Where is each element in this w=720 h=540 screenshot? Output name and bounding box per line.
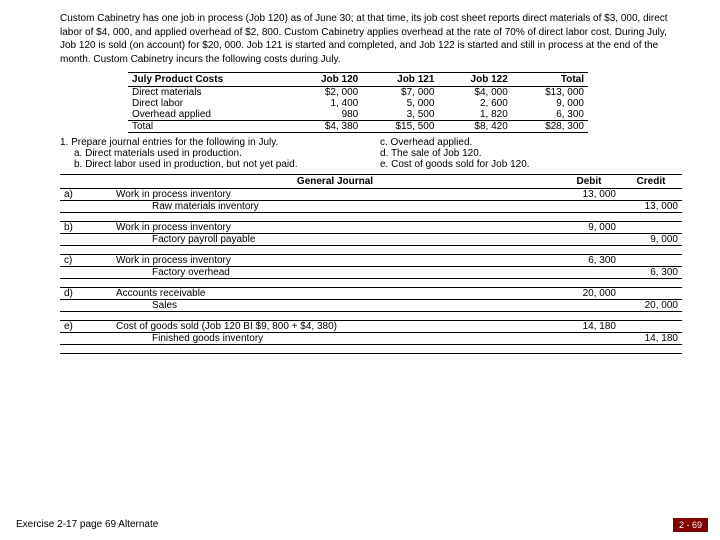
q-a: a. Direct materials used in production.	[60, 148, 360, 159]
je-credit-desc: Finished goods inventory	[112, 333, 558, 345]
question-block: 1. Prepare journal entries for the follo…	[60, 137, 682, 170]
costs-cell: 3, 500	[362, 109, 438, 121]
costs-row-label: Direct materials	[128, 87, 289, 99]
je-blank	[620, 222, 682, 234]
je-credit-desc: Sales	[112, 300, 558, 312]
je-id: b)	[60, 222, 112, 234]
je-blank	[620, 255, 682, 267]
je-debit-desc: Work in process inventory	[112, 222, 558, 234]
je-blank	[558, 267, 620, 279]
je-id: c)	[60, 255, 112, 267]
je-credit-desc: Raw materials inventory	[112, 201, 558, 213]
je-debit-desc: Accounts receivable	[112, 288, 558, 300]
costs-row-label: Direct labor	[128, 98, 289, 109]
costs-h4: Total	[512, 73, 588, 87]
je-debit-amt: 9, 000	[558, 222, 620, 234]
je-blank	[558, 201, 620, 213]
q-main: 1. Prepare journal entries for the follo…	[60, 137, 360, 148]
je-credit-amt: 14, 180	[620, 333, 682, 345]
jh-debit: Debit	[558, 175, 620, 189]
je-credit-desc: Factory overhead	[112, 267, 558, 279]
je-blank	[620, 189, 682, 201]
je-blank	[60, 201, 112, 213]
costs-cell: 5, 000	[362, 98, 438, 109]
je-id: e)	[60, 321, 112, 333]
costs-h1: Job 120	[289, 73, 362, 87]
je-blank	[60, 333, 112, 345]
je-credit-amt: 6, 300	[620, 267, 682, 279]
je-blank	[558, 300, 620, 312]
je-credit-amt: 9, 000	[620, 234, 682, 246]
je-debit-amt: 6, 300	[558, 255, 620, 267]
q-d: d. The sale of Job 120.	[380, 148, 682, 159]
journal-table: General Journal Debit Credit a)Work in p…	[60, 174, 682, 354]
costs-cell: $2, 000	[289, 87, 362, 99]
je-id: a)	[60, 189, 112, 201]
costs-cell: $4, 380	[289, 121, 362, 133]
costs-cell: 980	[289, 109, 362, 121]
costs-cell: 6, 300	[512, 109, 588, 121]
je-debit-amt: 14, 180	[558, 321, 620, 333]
costs-cell: $28, 300	[512, 121, 588, 133]
q-b: b. Direct labor used in production, but …	[60, 159, 360, 170]
costs-table: July Product Costs Job 120 Job 121 Job 1…	[128, 72, 588, 133]
costs-cell: 2, 600	[438, 98, 511, 109]
costs-cell: $13, 000	[512, 87, 588, 99]
costs-cell: $8, 420	[438, 121, 511, 133]
je-blank	[620, 321, 682, 333]
je-debit-amt: 13, 000	[558, 189, 620, 201]
je-blank	[558, 234, 620, 246]
costs-h3: Job 122	[438, 73, 511, 87]
jh-blank	[60, 175, 112, 189]
q-e: e. Cost of goods sold for Job 120.	[380, 159, 682, 170]
costs-h0: July Product Costs	[128, 73, 289, 87]
costs-row-label: Overhead applied	[128, 109, 289, 121]
jh-title: General Journal	[112, 175, 558, 189]
q-c: c. Overhead applied.	[380, 137, 682, 148]
costs-cell: $7, 000	[362, 87, 438, 99]
costs-h2: Job 121	[362, 73, 438, 87]
footer-right: 2 - 69	[673, 518, 708, 532]
footer-left: Exercise 2-17 page 69 Alternate	[16, 519, 158, 530]
je-debit-desc: Work in process inventory	[112, 189, 558, 201]
je-credit-amt: 13, 000	[620, 201, 682, 213]
costs-cell: 1, 400	[289, 98, 362, 109]
je-blank	[60, 234, 112, 246]
costs-cell: $15, 500	[362, 121, 438, 133]
intro-text: Custom Cabinetry has one job in process …	[60, 12, 682, 66]
je-blank	[558, 333, 620, 345]
je-blank	[60, 300, 112, 312]
je-debit-amt: 20, 000	[558, 288, 620, 300]
costs-row-label: Total	[128, 121, 289, 133]
je-blank	[620, 288, 682, 300]
je-credit-desc: Factory payroll payable	[112, 234, 558, 246]
costs-cell: 1, 820	[438, 109, 511, 121]
je-credit-amt: 20, 000	[620, 300, 682, 312]
je-id: d)	[60, 288, 112, 300]
costs-cell: $4, 000	[438, 87, 511, 99]
je-blank	[60, 267, 112, 279]
jh-credit: Credit	[620, 175, 682, 189]
je-debit-desc: Work in process inventory	[112, 255, 558, 267]
je-debit-desc: Cost of goods sold (Job 120 BI $9, 800 +…	[112, 321, 558, 333]
costs-cell: 9, 000	[512, 98, 588, 109]
